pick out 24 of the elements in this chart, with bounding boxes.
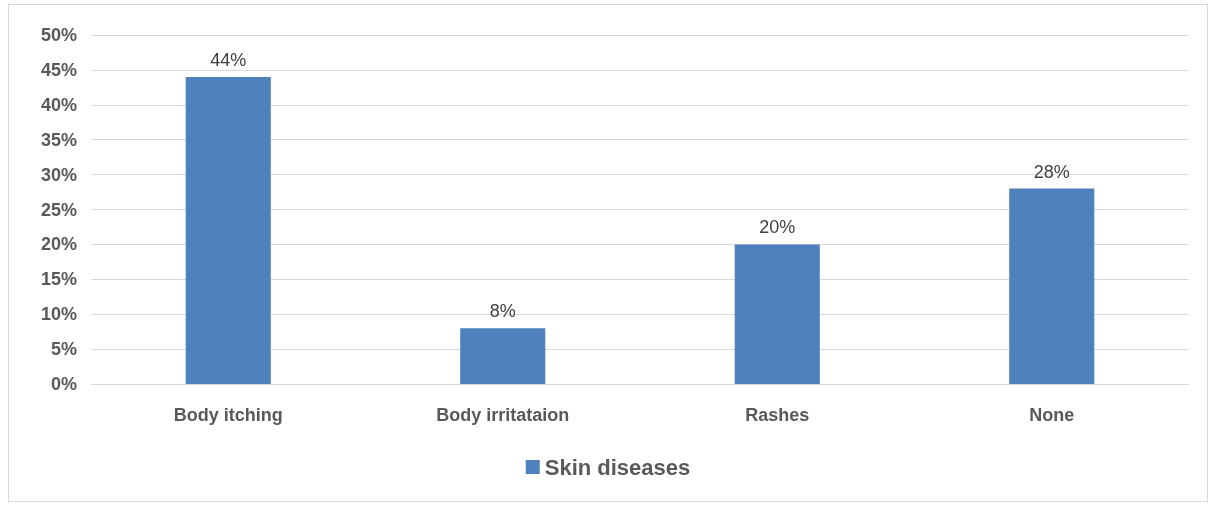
y-tick-label: 25% — [40, 199, 77, 220]
data-label: 8% — [489, 301, 516, 322]
y-tick-label: 50% — [40, 25, 77, 45]
data-label: 28% — [1033, 161, 1070, 182]
data-label: 44% — [210, 49, 247, 70]
bar — [460, 328, 546, 384]
x-tick-label: Body irritataion — [436, 405, 570, 425]
y-tick-label: 10% — [40, 304, 77, 325]
y-tick-label: 30% — [40, 164, 77, 185]
y-tick-label: 40% — [40, 94, 77, 115]
legend-label: Skin diseases — [544, 454, 691, 480]
bar — [185, 76, 271, 384]
x-tick-label: None — [1029, 405, 1075, 425]
x-tick-label: Body itching — [173, 405, 283, 425]
x-tick-label: Rashes — [745, 405, 810, 425]
y-tick-label: 0% — [50, 374, 77, 394]
y-tick-label: 15% — [40, 269, 77, 290]
y-tick-label: 5% — [50, 339, 77, 360]
y-tick-label: 45% — [40, 59, 77, 80]
y-tick-label: 35% — [40, 129, 77, 150]
y-tick-label: 20% — [40, 234, 77, 255]
bar — [1009, 188, 1095, 384]
data-label: 20% — [759, 217, 796, 238]
bar — [734, 244, 820, 384]
